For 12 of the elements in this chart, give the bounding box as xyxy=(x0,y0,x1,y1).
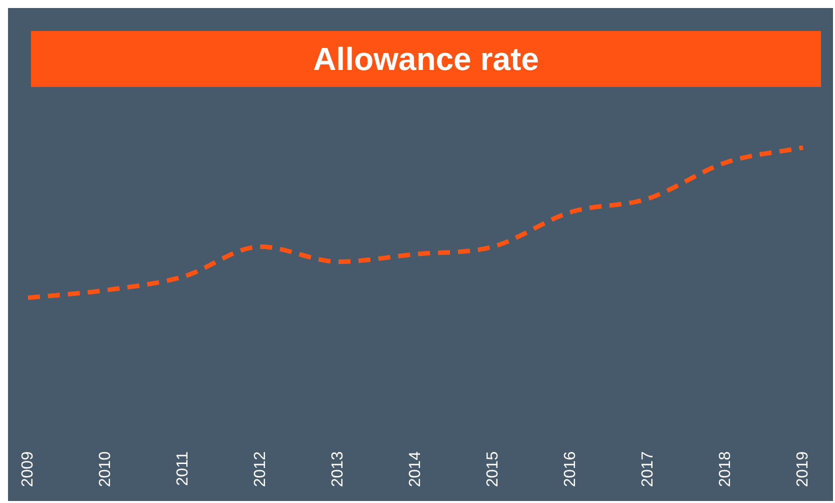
x-tick-label: 2014 xyxy=(406,451,424,487)
x-tick-label: 2009 xyxy=(19,451,36,487)
x-tick-label: 2018 xyxy=(716,451,734,487)
x-tick-label: 2013 xyxy=(329,451,346,487)
chart-title: Allowance rate xyxy=(31,31,821,87)
x-tick-label: 2012 xyxy=(252,451,269,487)
x-tick-label: 2015 xyxy=(484,451,502,487)
x-tick-label: 2016 xyxy=(562,451,579,487)
x-tick-label: 2011 xyxy=(174,451,192,486)
x-tick-label: 2019 xyxy=(794,451,812,487)
x-tick-label: 2017 xyxy=(639,451,656,487)
x-tick-label: 2010 xyxy=(96,451,114,487)
